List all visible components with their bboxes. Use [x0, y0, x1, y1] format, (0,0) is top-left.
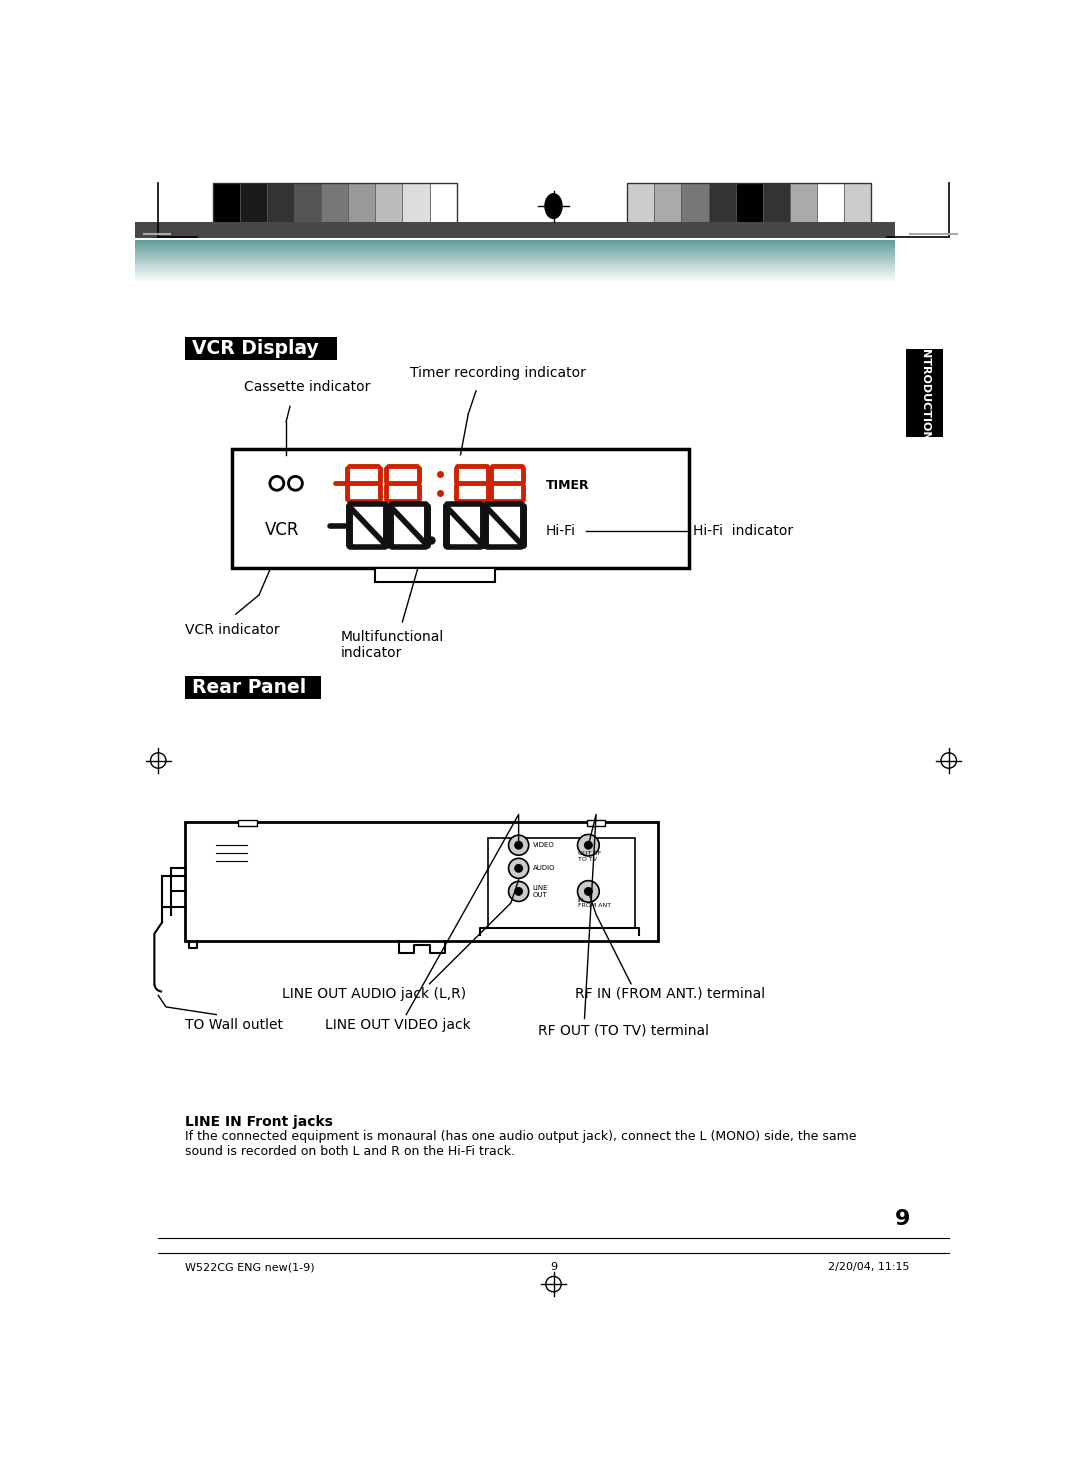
Text: VCR indicator: VCR indicator	[186, 622, 280, 637]
Text: VCR Display: VCR Display	[191, 339, 319, 358]
Ellipse shape	[515, 888, 523, 896]
Text: INTRODUCTION: INTRODUCTION	[920, 345, 930, 441]
Bar	[135, 222, 894, 238]
Ellipse shape	[288, 476, 302, 491]
Bar	[586, 820, 606, 825]
Text: Hi-Fi: Hi-Fi	[545, 524, 576, 538]
Ellipse shape	[578, 881, 599, 903]
Text: IN
FROM ANT: IN FROM ANT	[578, 897, 610, 909]
Bar	[762, 183, 789, 229]
Ellipse shape	[509, 858, 529, 878]
Text: 2/20/04, 11:15: 2/20/04, 11:15	[828, 1262, 910, 1273]
Bar	[375, 568, 496, 581]
Bar	[321, 183, 348, 229]
Bar	[240, 183, 267, 229]
Bar	[735, 183, 762, 229]
Bar	[488, 837, 635, 928]
Text: AUDIO: AUDIO	[532, 865, 555, 871]
Ellipse shape	[545, 1277, 562, 1292]
Ellipse shape	[545, 194, 562, 219]
Text: LINE OUT AUDIO jack (L,R): LINE OUT AUDIO jack (L,R)	[282, 986, 467, 1001]
Ellipse shape	[584, 842, 592, 849]
Bar	[403, 183, 430, 229]
Bar	[238, 820, 257, 825]
Bar	[294, 183, 321, 229]
Ellipse shape	[584, 888, 592, 896]
Text: RF OUT (TO TV) terminal: RF OUT (TO TV) terminal	[538, 1023, 708, 1037]
Ellipse shape	[270, 476, 284, 491]
Text: LINE
OUT: LINE OUT	[532, 885, 548, 899]
Bar	[186, 676, 321, 698]
Text: TIMER: TIMER	[545, 479, 590, 492]
Ellipse shape	[941, 752, 957, 768]
Text: VIDEO: VIDEO	[532, 842, 554, 849]
Ellipse shape	[150, 752, 166, 768]
Text: Multifunctional
indicator: Multifunctional indicator	[340, 630, 444, 660]
Bar	[232, 449, 689, 568]
Text: Hi-Fi  indicator: Hi-Fi indicator	[693, 524, 793, 538]
Ellipse shape	[509, 881, 529, 901]
Bar	[654, 183, 681, 229]
Bar	[845, 183, 872, 229]
Bar	[430, 183, 457, 229]
Bar	[213, 183, 240, 229]
Text: RF IN (FROM ANT.) terminal: RF IN (FROM ANT.) terminal	[576, 986, 766, 1001]
Text: Rear Panel: Rear Panel	[191, 678, 306, 697]
Bar	[906, 349, 943, 437]
Text: 9: 9	[894, 1208, 910, 1229]
Bar	[627, 183, 654, 229]
Text: LINE OUT VIDEO jack: LINE OUT VIDEO jack	[325, 1018, 471, 1031]
Bar	[186, 337, 337, 359]
Ellipse shape	[515, 842, 523, 849]
Text: Cassette indicator: Cassette indicator	[243, 380, 369, 394]
Text: OUT RF
TO TV: OUT RF TO TV	[578, 852, 600, 862]
Text: VCR: VCR	[265, 520, 299, 539]
Text: LINE IN Front jacks: LINE IN Front jacks	[186, 1115, 334, 1129]
Bar	[789, 183, 816, 229]
Bar	[213, 183, 457, 229]
Ellipse shape	[578, 834, 599, 856]
Text: Timer recording indicator: Timer recording indicator	[410, 367, 586, 380]
Bar	[816, 183, 845, 229]
Ellipse shape	[509, 836, 529, 855]
Text: TO Wall outlet: TO Wall outlet	[186, 1018, 283, 1031]
Text: 9: 9	[550, 1262, 557, 1273]
Bar	[681, 183, 708, 229]
Bar	[348, 183, 375, 229]
Text: If the connected equipment is monaural (has one audio output jack), connect the : If the connected equipment is monaural (…	[186, 1131, 856, 1159]
Bar	[267, 183, 294, 229]
Bar	[708, 183, 735, 229]
Bar	[186, 823, 658, 941]
Text: W522CG ENG new(1-9): W522CG ENG new(1-9)	[186, 1262, 315, 1273]
Bar	[375, 183, 403, 229]
Bar	[627, 183, 872, 229]
Ellipse shape	[515, 865, 523, 872]
